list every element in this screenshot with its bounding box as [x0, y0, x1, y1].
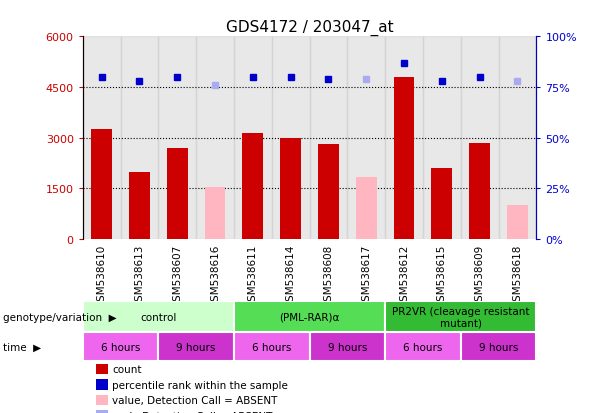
Bar	[158, 332, 234, 361]
Bar	[196, 37, 234, 240]
Text: GSM538613: GSM538613	[134, 244, 145, 308]
Bar	[96, 380, 108, 390]
Bar	[91, 130, 112, 240]
Text: GSM538609: GSM538609	[474, 244, 485, 308]
Text: time  ▶: time ▶	[3, 342, 41, 352]
Bar	[423, 37, 461, 240]
Bar	[318, 145, 339, 240]
Text: 6 hours: 6 hours	[101, 342, 140, 352]
Bar	[432, 169, 452, 240]
Bar	[234, 301, 385, 332]
Text: GSM538615: GSM538615	[437, 244, 447, 308]
Text: 9 hours: 9 hours	[479, 342, 518, 352]
Text: percentile rank within the sample: percentile rank within the sample	[112, 380, 288, 389]
Bar	[243, 133, 263, 240]
Text: value, Detection Call = ABSENT: value, Detection Call = ABSENT	[112, 395, 278, 405]
Bar	[498, 37, 536, 240]
Text: GSM538618: GSM538618	[512, 244, 522, 308]
Bar	[96, 395, 108, 405]
Bar	[83, 332, 158, 361]
Title: GDS4172 / 203047_at: GDS4172 / 203047_at	[226, 20, 394, 36]
Bar	[356, 177, 376, 240]
Bar	[234, 37, 272, 240]
Text: GSM538608: GSM538608	[324, 244, 333, 308]
Text: genotype/variation  ▶: genotype/variation ▶	[3, 312, 116, 322]
Text: 6 hours: 6 hours	[403, 342, 443, 352]
Text: 9 hours: 9 hours	[177, 342, 216, 352]
Text: rank, Detection Call = ABSENT: rank, Detection Call = ABSENT	[112, 411, 273, 413]
Text: GSM538611: GSM538611	[248, 244, 258, 308]
Text: control: control	[140, 312, 177, 322]
Bar	[461, 37, 498, 240]
Bar	[507, 206, 528, 240]
Bar	[83, 301, 234, 332]
Text: GSM538616: GSM538616	[210, 244, 220, 308]
Bar	[470, 143, 490, 240]
Bar	[158, 37, 196, 240]
Bar	[121, 37, 158, 240]
Bar	[205, 187, 226, 240]
Bar	[385, 301, 536, 332]
Bar	[461, 332, 536, 361]
Bar	[83, 37, 121, 240]
Text: GSM538607: GSM538607	[172, 244, 182, 308]
Bar	[394, 78, 414, 240]
Bar	[129, 172, 150, 240]
Text: GSM538612: GSM538612	[399, 244, 409, 308]
Bar	[280, 139, 301, 240]
Text: count: count	[112, 364, 142, 374]
Bar	[385, 37, 423, 240]
Bar	[348, 37, 385, 240]
Bar	[167, 148, 188, 240]
Bar	[385, 332, 461, 361]
Bar	[96, 364, 108, 374]
Bar	[272, 37, 310, 240]
Text: 9 hours: 9 hours	[328, 342, 367, 352]
Bar	[234, 332, 310, 361]
Text: 6 hours: 6 hours	[252, 342, 291, 352]
Bar	[96, 411, 108, 413]
Text: GSM538610: GSM538610	[97, 244, 107, 308]
Text: GSM538614: GSM538614	[286, 244, 295, 308]
Bar	[310, 332, 385, 361]
Text: PR2VR (cleavage resistant
mutant): PR2VR (cleavage resistant mutant)	[392, 306, 530, 328]
Text: GSM538617: GSM538617	[361, 244, 371, 308]
Bar	[310, 37, 348, 240]
Text: (PML-RAR)α: (PML-RAR)α	[280, 312, 340, 322]
